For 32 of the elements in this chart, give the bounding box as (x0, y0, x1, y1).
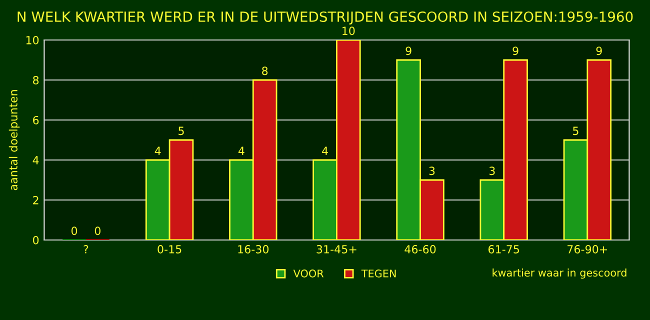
data-label: 3 (489, 166, 495, 176)
data-label: 8 (262, 66, 268, 76)
y-tick-label: 8 (33, 76, 39, 84)
y-tick-label: 6 (33, 116, 39, 124)
legend-label: TEGEN (361, 270, 396, 278)
data-label: 9 (596, 46, 602, 56)
data-label: 0 (94, 226, 100, 236)
data-label: 5 (573, 126, 578, 136)
y-tick-label: 0 (33, 236, 39, 244)
x-tick-label: 61-75 (488, 245, 520, 254)
data-label: 3 (429, 166, 435, 176)
x-tick-label: 0-15 (158, 245, 182, 254)
y-axis-title: aantal doelpunten (8, 90, 20, 190)
x-tick-label: 46-60 (404, 245, 436, 254)
data-label: 4 (322, 146, 328, 155)
x-tick-label: ? (84, 245, 88, 254)
chart-title: N WELK KWARTIER WERD ER IN DE UITWEDSTRIJDEN GESCOORD IN SEIZOEN:1959-1960 (18, 11, 633, 25)
y-tick-label: 4 (32, 156, 39, 164)
data-label: 9 (512, 46, 518, 56)
data-label: 9 (406, 46, 412, 56)
data-label: 10 (342, 26, 355, 36)
data-label: 4 (154, 146, 161, 155)
data-label: 4 (238, 146, 244, 155)
legend-label: VOOR (293, 270, 324, 278)
x-tick-label: 31-45+ (316, 245, 356, 254)
x-tick-label: 76-90+ (568, 245, 608, 254)
data-label: 0 (71, 226, 78, 236)
y-tick-label: 2 (33, 196, 38, 204)
x-tick-label: 16-30 (238, 245, 269, 254)
x-axis-title: kwartier waar in gescoord (492, 268, 626, 279)
data-label: 5 (178, 126, 184, 136)
y-tick-label: 10 (26, 36, 39, 44)
